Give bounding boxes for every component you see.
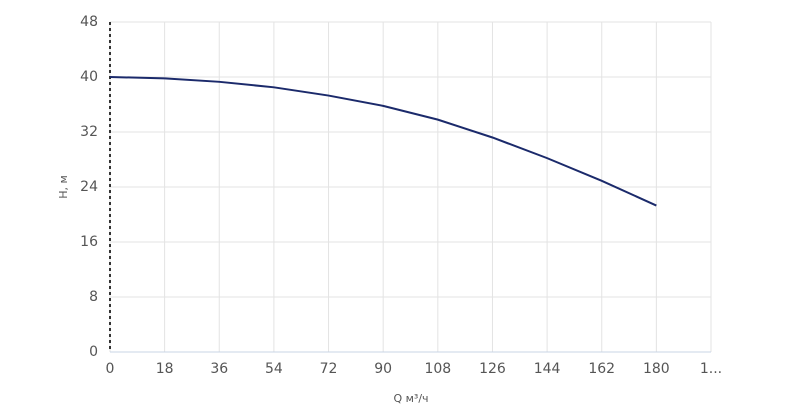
x-axis-label: Q м³/ч <box>393 392 428 405</box>
y-tick-label: 24 <box>80 179 98 195</box>
y-tick-label: 32 <box>80 124 98 140</box>
line <box>109 76 657 207</box>
x-tick-label: 54 <box>265 361 283 377</box>
y-tick-label: 40 <box>80 69 98 85</box>
x-tick-label: 0 <box>106 361 115 377</box>
x-tick-label: 108 <box>424 361 451 377</box>
x-tick-label: 36 <box>210 361 228 377</box>
y-tick-label: 0 <box>89 344 98 360</box>
x-tick-label: 144 <box>534 361 561 377</box>
x-tick-label: 1... <box>700 361 722 377</box>
x-tick-label: 162 <box>588 361 615 377</box>
y-axis-label: H, м <box>57 175 70 199</box>
x-tick-label: 72 <box>320 361 338 377</box>
y-tick-label: 8 <box>89 289 98 305</box>
x-tick-label: 180 <box>643 361 670 377</box>
x-tick-label: 126 <box>479 361 506 377</box>
y-tick-label: 16 <box>80 234 98 250</box>
y-tick-label: 48 <box>80 14 98 30</box>
x-tick-label: 90 <box>374 361 392 377</box>
x-tick-label: 18 <box>156 361 174 377</box>
